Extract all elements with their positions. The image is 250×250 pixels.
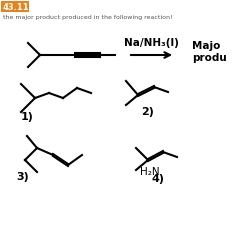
Text: H₂N: H₂N	[140, 167, 160, 177]
FancyBboxPatch shape	[1, 1, 29, 12]
Text: 2): 2)	[142, 107, 154, 117]
Text: Majo
produ: Majo produ	[192, 41, 227, 63]
Text: 1): 1)	[20, 112, 34, 122]
Text: the major product produced in the following reaction!: the major product produced in the follow…	[3, 14, 172, 20]
Text: 4): 4)	[152, 174, 164, 184]
Text: Na/NH₃(l): Na/NH₃(l)	[124, 38, 178, 48]
Text: 3): 3)	[16, 172, 30, 182]
Text: 43.11: 43.11	[3, 2, 30, 12]
